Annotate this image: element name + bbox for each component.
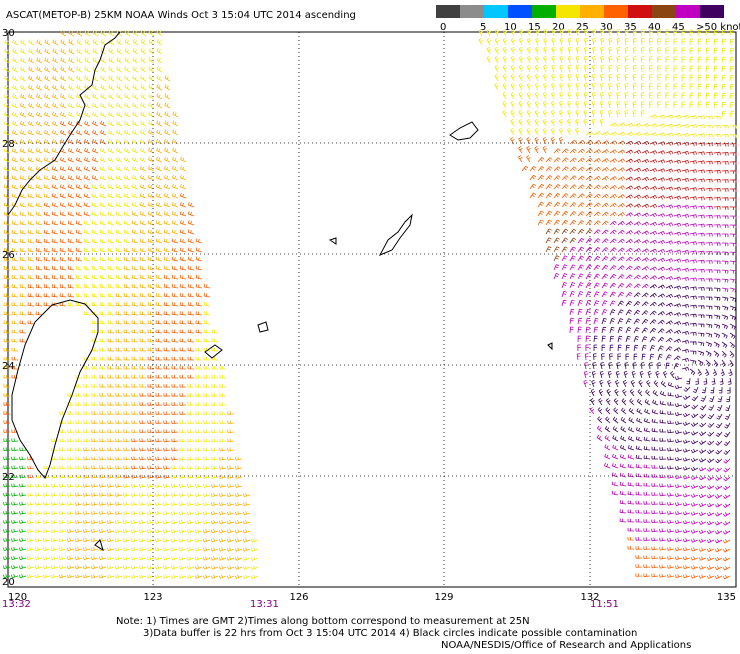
- lat-label: 30: [2, 28, 15, 39]
- color-scale: 0 5 10 15 20 25 30 35 40 45 >50 knots: [436, 5, 740, 33]
- title: ASCAT(METOP-B) 25KM NOAA Winds Oct 3 15:…: [6, 10, 356, 21]
- barb-group: [3, 30, 251, 579]
- islands: [94, 237, 553, 552]
- lon-label: 123: [143, 592, 162, 603]
- scale-swatch: [676, 5, 700, 18]
- scale-swatch: [460, 5, 484, 18]
- scale-swatch: [580, 5, 604, 18]
- scale-label: >50 knots: [696, 22, 740, 33]
- note: 3)Data buffer is 22 hrs from Oct 3 15:04…: [143, 628, 637, 639]
- barb-group: [3, 438, 27, 579]
- barb-group: [625, 140, 737, 210]
- graticule: 120 123 126 129 132 135 30 28 26 24 22 20: [2, 28, 736, 603]
- barb-group: [590, 284, 737, 471]
- scale-label: 30: [600, 22, 613, 33]
- lon-label: 135: [717, 592, 736, 603]
- lon-label: 132: [580, 592, 599, 603]
- scale-swatch: [532, 5, 556, 18]
- scale-swatch: [628, 5, 652, 18]
- barb-group: [553, 204, 737, 544]
- scale-swatch: [604, 5, 628, 18]
- scale-swatch: [652, 5, 676, 18]
- barb-group: [3, 120, 731, 580]
- lat-label: 22: [2, 472, 15, 483]
- lat-label: 20: [2, 577, 15, 588]
- map-frame: [7, 31, 737, 588]
- scale-label: 35: [624, 22, 637, 33]
- scale-label: 0: [440, 22, 446, 33]
- lon-label: 129: [434, 592, 453, 603]
- note: Note: 1) Times are GMT 2)Times along bot…: [116, 616, 530, 627]
- lat-label: 28: [2, 139, 15, 150]
- scale-label: 45: [672, 22, 685, 33]
- scale-swatch: [508, 5, 532, 18]
- amami: [449, 121, 479, 141]
- barb-group: [3, 28, 737, 579]
- note: NOAA/NESDIS/Office of Research and Appli…: [441, 640, 691, 650]
- scale-label: 5: [480, 22, 486, 33]
- taiwan: [11, 299, 99, 479]
- time-label: 13:32: [2, 599, 31, 610]
- scale-label: 10: [504, 22, 517, 33]
- scale-swatch: [436, 5, 460, 18]
- okinawa: [378, 213, 413, 256]
- lon-label: 126: [289, 592, 308, 603]
- lat-label: 24: [2, 361, 15, 372]
- lat-label: 26: [2, 250, 15, 261]
- lon-label: 120: [8, 592, 27, 603]
- scale-label: 20: [552, 22, 565, 33]
- scale-swatch: [484, 5, 508, 18]
- time-label: 11:51: [590, 599, 619, 610]
- scale-swatch: [556, 5, 580, 18]
- scale-label: 15: [528, 22, 541, 33]
- scale-swatch: [700, 5, 724, 18]
- barb-group: [545, 228, 593, 262]
- china-coast: [7, 31, 121, 216]
- scale-label: 40: [648, 22, 661, 33]
- time-label: 13:31: [250, 599, 279, 610]
- coastlines: [7, 31, 553, 552]
- wind-barbs: [3, 28, 737, 580]
- scale-label: 25: [576, 22, 589, 33]
